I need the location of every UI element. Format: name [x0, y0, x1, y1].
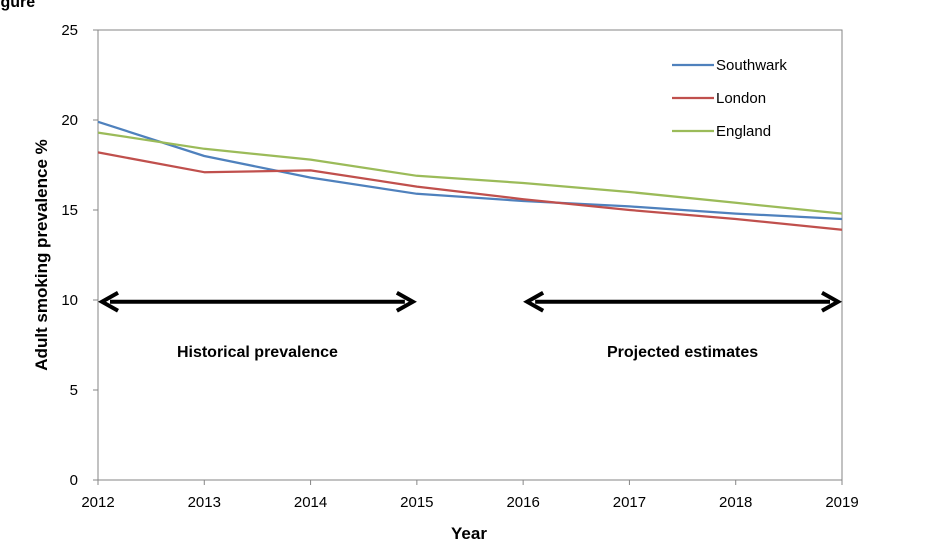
- y-axis: 0 5 10 15 20 25: [61, 22, 98, 489]
- y-tick-label: 0: [70, 472, 78, 489]
- x-tick-label: 2012: [81, 494, 114, 511]
- legend-label-london: London: [716, 90, 766, 107]
- annotation-label: Projected estimates: [607, 344, 758, 361]
- annotation-layer: Historical prevalence Projected estimates: [97, 291, 843, 361]
- x-axis: 2012 2013 2014 2015 2016 2017 2018 2019: [81, 480, 859, 511]
- y-tick-label: 20: [61, 112, 78, 129]
- legend-label-southwark: Southwark: [716, 57, 787, 74]
- arrow-left-head: [523, 291, 545, 313]
- x-tick-label: 2016: [506, 494, 539, 511]
- plot-area-border: [97, 29, 843, 481]
- legend-label-england: England: [716, 123, 771, 140]
- annotation-historical-prevalence: Historical prevalence: [97, 291, 417, 361]
- plot-frame: [97, 29, 843, 481]
- x-tick-label: 2013: [188, 494, 221, 511]
- annotation-projected-estimates: Projected estimates: [523, 291, 843, 361]
- y-tick-label: 5: [70, 382, 78, 399]
- x-tick-label: 2017: [613, 494, 646, 511]
- x-tick-label: 2019: [825, 494, 858, 511]
- series-line-southwark: [97, 120, 843, 221]
- y-tick-label: 15: [61, 202, 78, 219]
- x-tick-label: 2014: [294, 494, 327, 511]
- arrow-right-head: [821, 291, 843, 313]
- x-tick-label: 2018: [719, 494, 752, 511]
- y-tick-label: 10: [61, 292, 78, 309]
- x-tick-label: 2015: [400, 494, 433, 511]
- y-tick-label: 25: [61, 22, 78, 39]
- series-line-london: [97, 151, 843, 231]
- y-axis-title: Adult smoking prevalence %: [32, 139, 51, 370]
- arrow-left-head: [97, 291, 119, 313]
- annotation-label: Historical prevalence: [177, 344, 338, 361]
- arrow-right-head: [395, 291, 417, 313]
- series-layer: [97, 120, 843, 231]
- series-line-england: [97, 131, 843, 215]
- x-axis-title: Year: [451, 524, 487, 543]
- legend: Southwark London England: [672, 57, 787, 140]
- figure-title: igure: [0, 0, 35, 11]
